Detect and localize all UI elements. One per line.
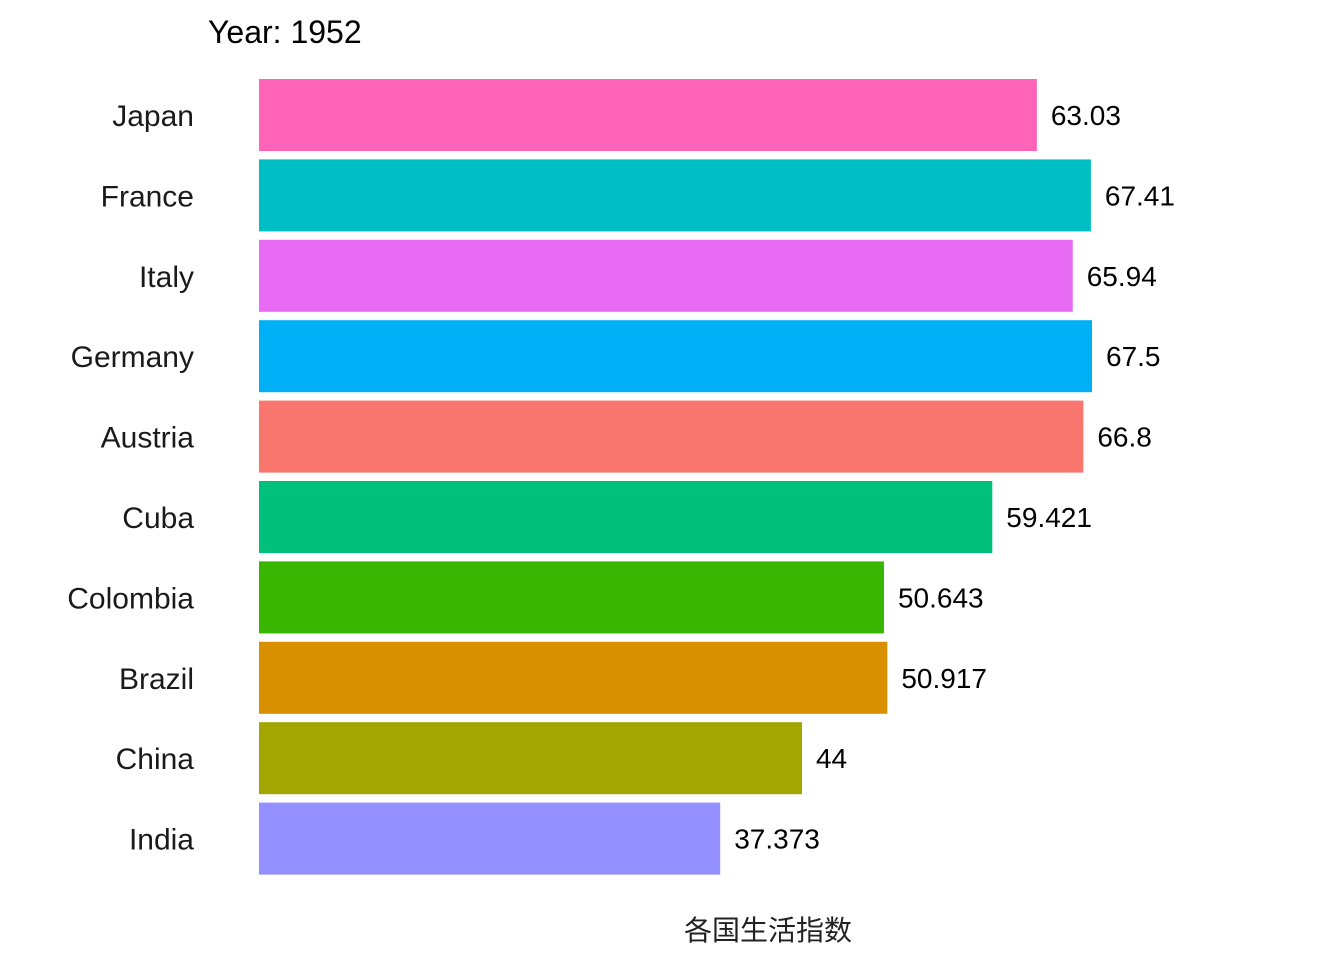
- category-label-france: France: [101, 180, 194, 213]
- x-axis-label: 各国生活指数: [684, 914, 852, 947]
- category-label-germany: Germany: [71, 341, 194, 374]
- category-label-cuba: Cuba: [122, 502, 194, 535]
- value-label-cuba: 59.421: [1006, 502, 1092, 533]
- bar-brazil: [259, 641, 888, 714]
- bar-austria: [259, 400, 1084, 473]
- chart-title: Year: 1952: [208, 14, 362, 50]
- category-labels: Japan France Italy Germany Austria Cuba Colomb…: [67, 100, 194, 857]
- value-label-japan: 63.03: [1051, 100, 1121, 131]
- category-label-brazil: Brazil: [119, 663, 194, 696]
- category-label-china: China: [116, 743, 195, 776]
- bar-china: [259, 722, 802, 795]
- category-label-italy: Italy: [139, 261, 194, 294]
- value-label-india: 37.373: [734, 824, 820, 855]
- value-labels: 63.03 67.41 65.94 67.5 66.8 59.421 50.643 50.91…: [734, 100, 1175, 855]
- category-label-india: India: [129, 824, 194, 857]
- category-label-austria: Austria: [101, 422, 195, 455]
- value-label-brazil: 50.917: [901, 663, 987, 694]
- value-label-italy: 65.94: [1087, 261, 1157, 292]
- value-label-china: 44: [816, 743, 847, 774]
- bar-france: [259, 159, 1091, 232]
- bars-layer: [259, 79, 1092, 875]
- category-label-japan: Japan: [112, 100, 194, 133]
- bar-india: [259, 802, 721, 875]
- value-label-colombia: 50.643: [898, 582, 984, 613]
- bar-japan: [259, 79, 1037, 151]
- bar-cuba: [259, 481, 993, 553]
- bar-italy: [259, 239, 1073, 312]
- value-label-france: 67.41: [1105, 180, 1175, 211]
- bar-colombia: [259, 561, 884, 634]
- bar-germany: [259, 320, 1092, 393]
- value-label-germany: 67.5: [1106, 341, 1161, 372]
- value-label-austria: 66.8: [1097, 422, 1152, 453]
- category-label-colombia: Colombia: [67, 582, 194, 615]
